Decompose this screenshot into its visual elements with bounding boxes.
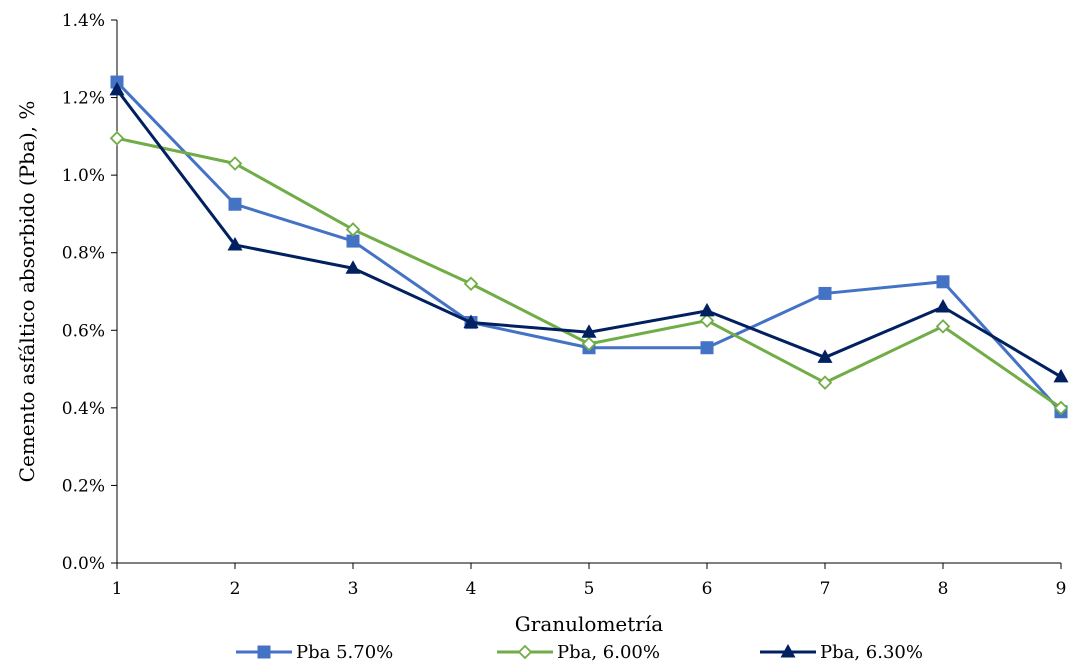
series-2 [109,131,1069,416]
data-point [345,222,361,237]
data-point [346,234,360,248]
data-point [818,286,832,300]
y-tick-label: 0.0% [62,554,105,574]
data-point [109,81,125,96]
x-tick-label: 8 [938,579,949,599]
y-tick-label: 0.2% [62,476,105,496]
data-point [699,313,715,328]
data-point [463,276,479,292]
data-point [1053,400,1069,416]
data-point [699,302,715,317]
legend-label: Pba 5.70% [296,642,393,663]
data-point [463,314,479,329]
data-point [817,349,833,363]
data-point [1053,368,1069,383]
series-line [116,136,1062,410]
series-1 [110,75,1068,419]
y-tick-label: 1.2% [62,89,105,109]
series-3 [109,81,1069,383]
series-line [115,81,1063,413]
data-point [227,156,243,171]
legend-item: Pba, 6.30% [760,642,923,663]
x-tick-label: 4 [466,579,477,599]
x-tick-label: 6 [702,579,713,599]
data-point [817,375,833,390]
data-point [935,299,951,313]
legend-marker [780,644,796,658]
data-point [109,131,125,146]
x-tick-label: 1 [112,579,123,599]
legend-marker [257,645,271,659]
y-tick-label: 0.4% [62,399,105,419]
x-tick-label: 5 [584,579,595,599]
x-tick-label: 3 [348,579,359,599]
axes [111,19,1062,569]
series-layer [109,75,1069,419]
legend: Pba 5.70% Pba, 6.00% Pba, 6.30% [236,642,923,663]
x-axis-title: Granulometría [515,612,663,636]
legend-label: Pba, 6.30% [820,642,923,663]
y-axis-title: Cemento asfáltico absorbido (Pba), % [15,101,39,483]
x-tick-label: 7 [820,579,831,599]
data-point [345,260,361,274]
data-point [227,236,243,251]
legend-marker [517,644,533,660]
data-point [935,319,951,334]
legend-item: Pba, 6.00% [497,642,660,663]
y-tick-label: 1.4% [62,11,105,31]
legend-item: Pba 5.70% [236,642,393,663]
y-tick-label: 0.6% [62,321,105,341]
data-point [700,341,714,355]
x-tick-label: 9 [1056,579,1067,599]
x-tick-label: 2 [230,579,241,599]
y-axis-tick-labels: 0.0% 0.2% 0.4% 0.6% 0.8% 1.0% 1.2% 1.4% [62,11,105,574]
legend-label: Pba, 6.00% [557,642,660,663]
data-point [581,336,597,352]
x-axis-tick-labels: 1 2 3 4 5 6 7 8 9 [112,579,1067,599]
data-point [581,324,597,338]
y-tick-label: 0.8% [62,244,105,264]
data-point [228,197,242,211]
data-point [936,275,950,289]
y-tick-label: 1.0% [62,166,105,186]
